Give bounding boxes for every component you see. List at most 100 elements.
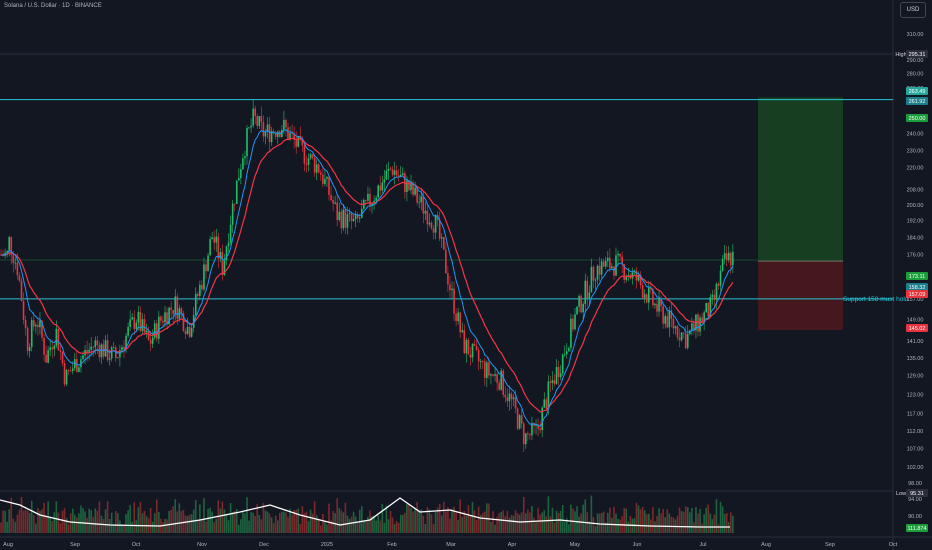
candle-body: [184, 330, 187, 334]
candle-body: [619, 253, 621, 257]
candle-body: [127, 326, 129, 336]
candle-body: [502, 370, 505, 395]
volume-bar: [393, 524, 396, 533]
volume-bar: [283, 511, 285, 533]
candle-body: [691, 323, 693, 331]
candle-body: [262, 121, 265, 137]
candle-body: [611, 266, 613, 269]
candle-body: [8, 237, 10, 251]
volume-bar: [566, 518, 568, 533]
volume-bar: [188, 514, 191, 533]
volume-bar: [254, 515, 256, 533]
candle-body: [268, 124, 271, 143]
volume-bar: [354, 516, 357, 533]
candle-body: [33, 320, 35, 327]
x-tick-label: 2025: [321, 542, 333, 548]
candle-body: [180, 308, 183, 314]
volume-bar: [291, 514, 293, 533]
candle-body: [703, 312, 705, 323]
volume-bar: [285, 512, 287, 533]
volume-bar: [104, 509, 107, 533]
candle-body: [57, 328, 60, 351]
candle-body: [553, 380, 556, 384]
candle-body: [512, 397, 515, 400]
volume-bar: [641, 506, 644, 533]
volume-bar: [531, 506, 533, 533]
candle-body: [514, 397, 517, 409]
volume-bar: [8, 509, 10, 533]
volume-bar: [543, 510, 546, 533]
volume-bar: [121, 524, 123, 533]
candle-body: [545, 399, 548, 409]
candle-body: [588, 292, 591, 299]
volume-bar: [469, 515, 472, 533]
volume-bar: [180, 511, 183, 533]
volume-bar: [96, 510, 99, 533]
volume-bar: [563, 521, 566, 533]
volume-bar: [340, 510, 343, 533]
volume-bar: [233, 511, 236, 533]
price-tag: 173.11: [909, 274, 925, 280]
candle-body: [531, 422, 533, 436]
volume-bar: [129, 505, 131, 533]
ema-slow-line: [0, 137, 734, 413]
y-tick-label: 117.00: [907, 412, 923, 418]
volume-bar: [535, 521, 537, 533]
candle-body: [713, 294, 716, 300]
candle-body: [518, 415, 521, 429]
volume-bar: [443, 501, 445, 533]
volume-bar: [258, 514, 261, 533]
volume-bar: [244, 513, 246, 533]
volume-bar: [274, 515, 277, 533]
volume-bar: [240, 519, 242, 533]
volume-bar: [461, 517, 464, 533]
volume-bar: [252, 512, 254, 533]
volume-bar: [112, 524, 115, 533]
candle-body: [26, 328, 29, 351]
volume-bar: [145, 516, 148, 533]
volume-bar: [41, 509, 43, 533]
candle-body: [186, 326, 189, 334]
candle-body: [160, 316, 162, 321]
volume-bar: [479, 514, 482, 533]
volume-bar: [672, 517, 675, 533]
candle-body: [229, 224, 232, 243]
volume-bar: [168, 510, 170, 533]
volume-bar: [547, 496, 550, 533]
volume-bar: [440, 515, 443, 533]
candle-body: [590, 266, 593, 293]
volume-bar: [619, 519, 621, 533]
volume-bar: [307, 521, 310, 533]
candle-body: [684, 333, 687, 348]
candle-body: [520, 415, 523, 424]
volume-bar: [225, 514, 228, 533]
currency-button[interactable]: USD: [900, 2, 926, 18]
volume-bar: [65, 517, 68, 533]
candle-body: [94, 340, 97, 348]
candle-body: [377, 185, 379, 198]
candle-body: [578, 295, 580, 307]
candle-body: [242, 158, 244, 170]
volume-bar: [149, 508, 152, 533]
volume-bar: [449, 518, 451, 533]
candle-body: [172, 309, 174, 315]
candle-body: [645, 294, 648, 303]
volume-bar: [356, 521, 359, 533]
candle-body: [594, 279, 597, 281]
candle-body: [30, 320, 33, 348]
candle-body: [658, 298, 660, 312]
volume-bar: [205, 521, 207, 533]
volume-bar: [732, 515, 734, 533]
volume-bar: [268, 513, 271, 533]
volume-bar: [110, 512, 113, 533]
volume-bar: [365, 521, 367, 533]
candle-body: [227, 242, 230, 247]
volume-bar: [455, 512, 457, 533]
candle-body: [393, 170, 396, 175]
candle-body: [197, 293, 199, 296]
candle-body: [383, 179, 386, 183]
y-tick-label: 129.00: [907, 374, 924, 380]
candle-body: [354, 214, 357, 220]
candle-body: [631, 272, 634, 279]
